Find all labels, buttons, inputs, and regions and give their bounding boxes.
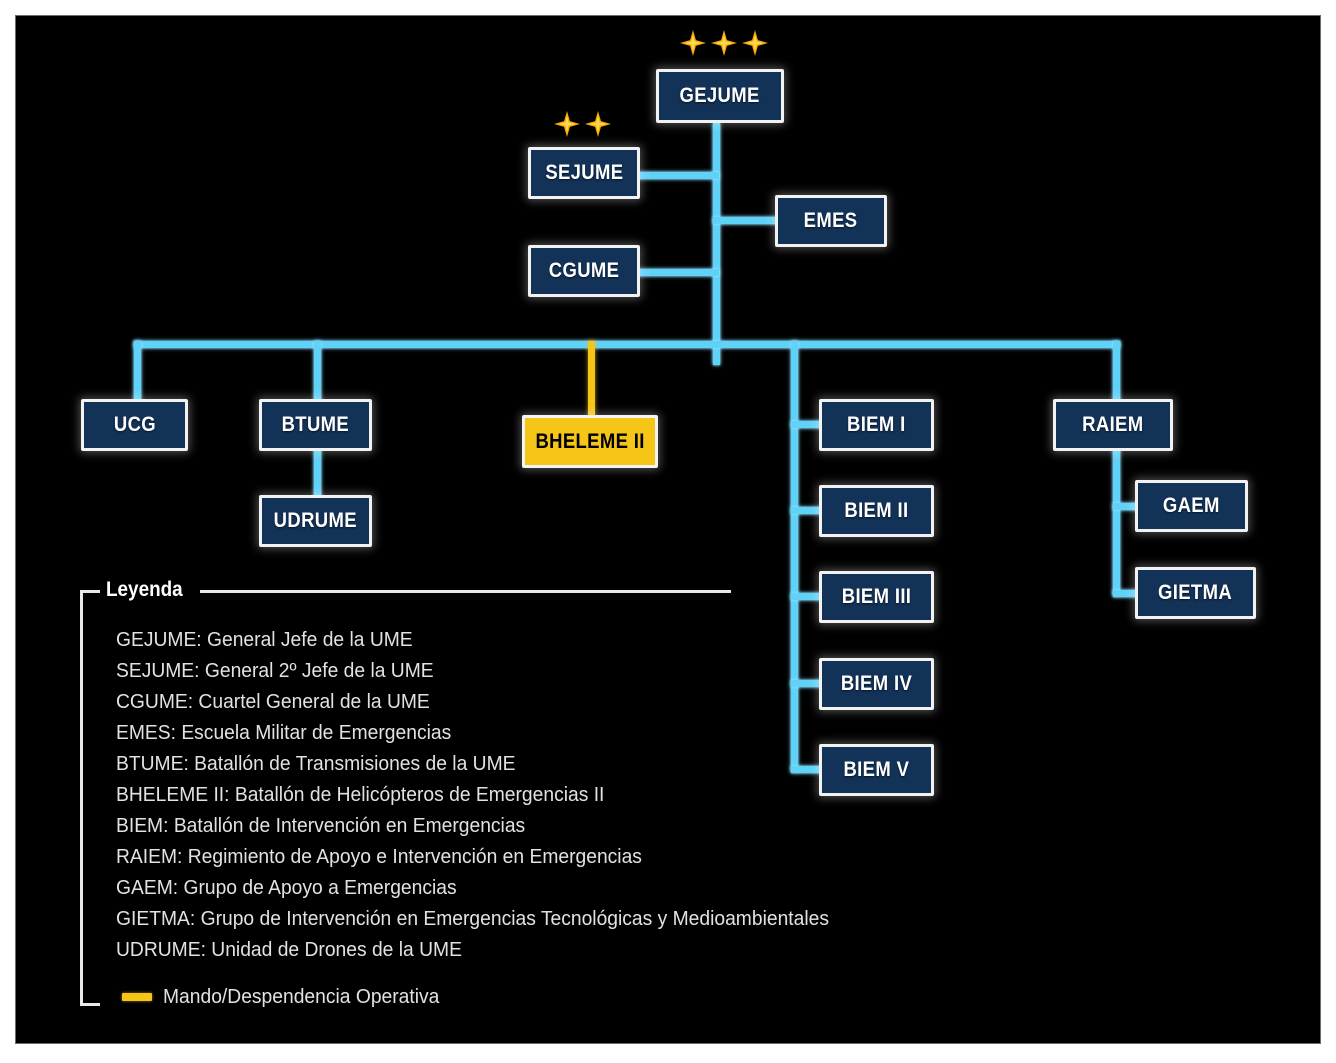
connector-biem4 <box>791 680 823 687</box>
legend-key-operational: Mando/Despendencia Operativa <box>122 985 457 1009</box>
node-btume-label: BTUME <box>281 413 350 436</box>
connector-raiem-gietma <box>1113 590 1145 597</box>
node-cgume-label: CGUME <box>548 259 620 282</box>
legend-item: RAIEM: Regimiento de Apoyo e Intervenció… <box>116 845 642 868</box>
legend-frame-bottom-tick <box>80 1003 100 1006</box>
connector-main-bus <box>134 341 1120 348</box>
legend-item: EMES: Escuela Militar de Emergencias <box>116 721 452 744</box>
node-biem-v[interactable]: BIEM V <box>819 744 934 796</box>
node-btume[interactable]: BTUME <box>259 399 372 451</box>
node-gejume[interactable]: GEJUME <box>656 69 784 123</box>
node-bheleme-ii-label: BHELEME II <box>535 429 645 453</box>
legend-item: SEJUME: General 2º Jefe de la UME <box>116 659 434 682</box>
connector-bus-raiem <box>1113 341 1120 403</box>
node-raiem[interactable]: RAIEM <box>1053 399 1173 451</box>
node-bheleme-ii[interactable]: BHELEME II <box>522 415 658 468</box>
node-ucg[interactable]: UCG <box>81 399 188 451</box>
node-biem-iii[interactable]: BIEM III <box>819 571 934 623</box>
legend-frame-top-tick <box>80 590 100 593</box>
connector-bus-ucg <box>134 341 141 403</box>
node-gaem[interactable]: GAEM <box>1135 480 1248 532</box>
legend-item: UDRUME: Unidad de Drones de la UME <box>116 938 462 961</box>
connector-raiem-spine <box>1113 403 1120 595</box>
node-emes-label: EMES <box>804 209 858 232</box>
node-udrume-label: UDRUME <box>273 509 358 532</box>
node-biem-iv-label: BIEM IV <box>840 672 913 695</box>
legend-items: GEJUME: General Jefe de la UME SEJUME: G… <box>116 624 875 965</box>
node-raiem-label: RAIEM <box>1082 413 1144 436</box>
node-biem-i[interactable]: BIEM I <box>819 399 934 451</box>
legend-item: BHELEME II: Batallón de Helicópteros de … <box>116 783 605 806</box>
connector-bus-btume <box>314 341 321 403</box>
star-icon <box>585 111 611 137</box>
legend-item: GAEM: Grupo de Apoyo a Emergencias <box>116 876 457 899</box>
node-biem-ii-label: BIEM II <box>844 499 909 522</box>
legend-item: BIEM: Batallón de Intervención en Emerge… <box>116 814 526 837</box>
connector-biem3 <box>791 593 823 600</box>
node-biem-i-label: BIEM I <box>847 413 906 436</box>
connector-biem5 <box>791 766 823 773</box>
legend-item: CGUME: Cuartel General de la UME <box>116 690 430 713</box>
legend-title-rule <box>200 590 731 593</box>
legend-frame-left <box>80 590 83 1006</box>
connector-raiem-gaem <box>1113 503 1145 510</box>
legend-item: BTUME: Batallón de Transmisiones de la U… <box>116 752 516 775</box>
connector-gejume-sejume <box>624 172 719 179</box>
node-biem-ii[interactable]: BIEM II <box>819 485 934 537</box>
star-icon <box>742 30 768 56</box>
node-sejume[interactable]: SEJUME <box>528 147 640 199</box>
star-icon <box>680 30 706 56</box>
node-ucg-label: UCG <box>113 413 156 436</box>
operational-line-swatch-icon <box>122 993 152 1001</box>
node-gietma-label: GIETMA <box>1158 581 1233 604</box>
org-chart-canvas: GEJUME SEJUME EMES CGUME UCG BTUME UDRUM… <box>16 16 1320 1043</box>
star-icon <box>554 111 580 137</box>
rank-stars-gejume <box>680 30 768 56</box>
legend-item: GEJUME: General Jefe de la UME <box>116 628 413 651</box>
node-biem-v-label: BIEM V <box>843 758 910 781</box>
star-icon <box>711 30 737 56</box>
node-gietma[interactable]: GIETMA <box>1135 567 1256 619</box>
connector-biem2 <box>791 507 823 514</box>
node-gaem-label: GAEM <box>1163 494 1220 517</box>
connector-gejume-cgume <box>624 269 719 276</box>
legend-key-label: Mando/Despendencia Operativa <box>163 985 440 1008</box>
node-emes[interactable]: EMES <box>775 195 887 247</box>
connector-bus-bheleme2-operational <box>588 341 595 418</box>
legend: Leyenda GEJUME: General Jefe de la UME S… <box>80 578 829 1009</box>
node-cgume[interactable]: CGUME <box>528 245 640 297</box>
node-udrume[interactable]: UDRUME <box>259 495 372 547</box>
rank-stars-sejume <box>554 111 611 137</box>
node-biem-iv[interactable]: BIEM IV <box>819 658 934 710</box>
connector-biem1 <box>791 421 823 428</box>
node-gejume-label: GEJUME <box>679 84 761 107</box>
connector-btume-udrume <box>314 446 321 504</box>
node-biem-iii-label: BIEM III <box>841 585 912 608</box>
connector-gejume-spine <box>713 123 720 365</box>
legend-item: GIETMA: Grupo de Intervención en Emergen… <box>116 907 830 930</box>
connector-bus-biem-spine <box>791 341 798 771</box>
connector-gejume-emes <box>713 217 791 224</box>
node-sejume-label: SEJUME <box>544 161 624 184</box>
legend-title: Leyenda <box>106 578 183 601</box>
